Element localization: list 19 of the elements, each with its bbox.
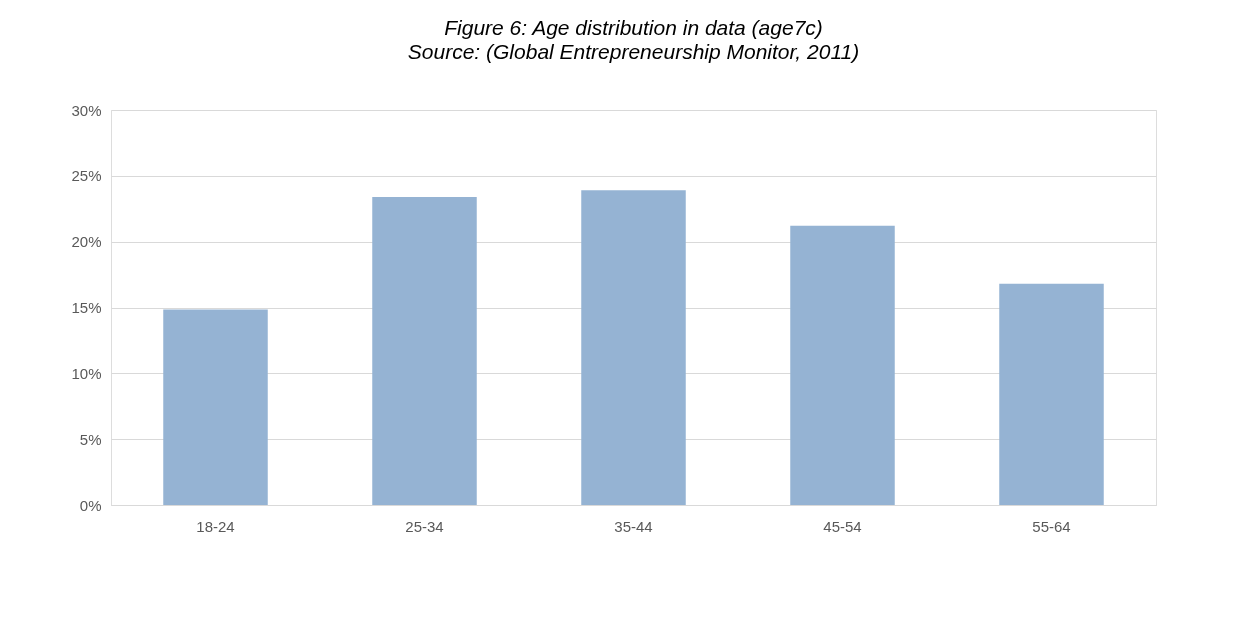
y-tick-label: 15% — [71, 299, 102, 316]
x-tick-label: 45-54 — [823, 517, 862, 535]
y-tick-label: 5% — [79, 430, 102, 448]
bar — [999, 283, 1104, 505]
x-tick-label: 25-34 — [405, 517, 444, 535]
y-tick-label: 0% — [79, 496, 102, 514]
bar — [372, 196, 477, 505]
x-tick-label: 55-64 — [1032, 517, 1071, 535]
y-tick-label: 20% — [71, 233, 102, 251]
bar — [581, 190, 686, 505]
bar — [163, 309, 268, 505]
x-tick-label: 35-44 — [614, 517, 653, 535]
chart-title: Figure 6: Age distribution in data (age7c) — [444, 16, 823, 39]
y-tick-label: 25% — [71, 167, 102, 185]
x-tick-label: 18-24 — [196, 517, 235, 535]
y-tick-label: 10% — [71, 364, 102, 382]
chart-subtitle: Source: (Global Entrepreneurship Monitor, 2011) — [407, 40, 860, 63]
bar — [790, 225, 895, 505]
y-tick-label: 30% — [71, 101, 102, 119]
